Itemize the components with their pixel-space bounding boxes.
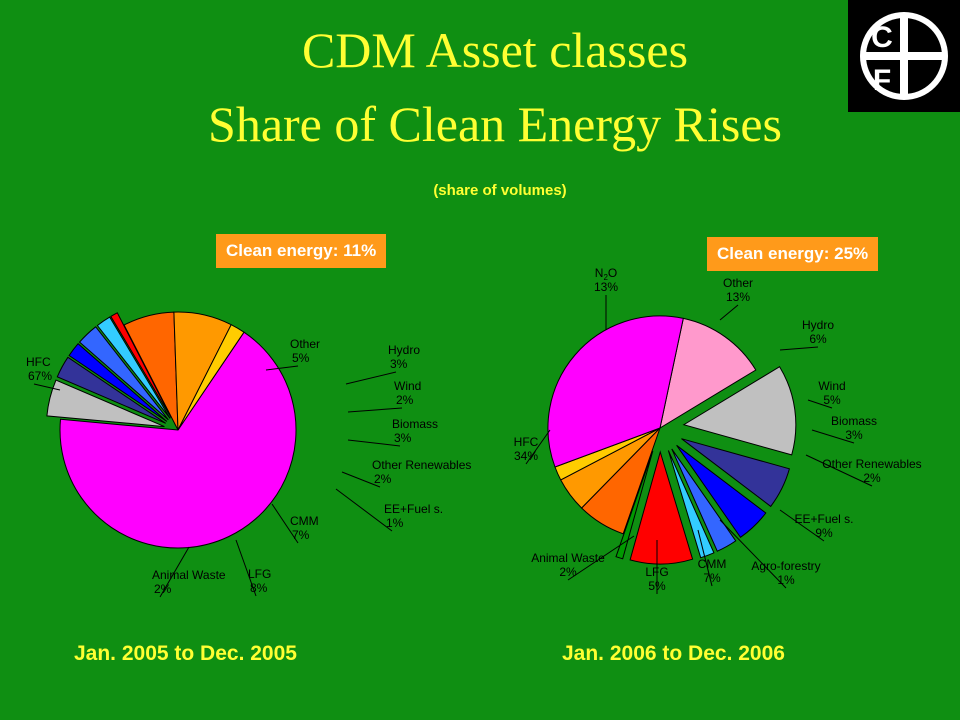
carbon-finance-logo: C F	[848, 0, 960, 112]
period-label-2005: Jan. 2005 to Dec. 2005	[74, 642, 297, 665]
slice-value-agro-forestry: 1%	[777, 573, 795, 587]
slide-title: CDM Asset classes	[301, 22, 689, 78]
leader-line-biomass	[811, 429, 855, 444]
clean-energy-badge-2005: Clean energy: 11%	[216, 234, 387, 268]
period-label-2006: Jan. 2006 to Dec. 2006	[562, 642, 785, 665]
leader-line-animal-waste	[159, 546, 190, 598]
slice-value-hydro: 3%	[390, 357, 408, 371]
pie-slice-biomass	[78, 326, 169, 421]
slide-title-line-2: Share of Clean Energy Rises	[208, 96, 782, 152]
slice-value-lfg: 8%	[250, 581, 268, 595]
slice-label-wind: Wind	[394, 379, 421, 393]
slice-value-other: 5%	[292, 351, 310, 365]
slice-value-animal-waste: 2%	[559, 565, 577, 579]
pie-slice-other-renewables	[96, 316, 171, 419]
slice-label-biomass: Biomass	[831, 414, 877, 428]
slice-label-hydro: Hydro	[388, 343, 420, 357]
pie-slice-hfc	[547, 315, 684, 468]
slice-label-hydro: Hydro	[802, 318, 834, 332]
leader-line-wind	[807, 399, 833, 409]
pie-slice-ee-fuel-s	[110, 312, 172, 419]
slice-label-hfc: HFC	[26, 355, 51, 369]
logo-letter-c: C	[871, 21, 893, 54]
pie-slice-other	[682, 366, 797, 456]
leader-line-hydro	[345, 371, 397, 385]
leader-line-hfc	[33, 383, 61, 391]
pie-slice-other-renewables	[667, 450, 715, 559]
clean-energy-badge-2006: Clean energy: 25%	[707, 237, 879, 271]
slice-label-hfc: HFC	[514, 435, 539, 449]
slice-value-hfc: 67%	[28, 369, 52, 383]
slice-label-cmm: CMM	[290, 514, 319, 528]
slice-value-n2o: 13%	[594, 280, 618, 294]
slice-label-ee-fuel-s: EE+Fuel s.	[794, 512, 853, 526]
logo-letter-f: F	[873, 64, 891, 97]
pie-slice-hydro	[681, 438, 791, 508]
leader-line-hydro	[779, 346, 819, 351]
slice-label-cmm: CMM	[698, 557, 727, 571]
leader-line-other	[719, 304, 739, 321]
leader-line-hfc	[525, 429, 551, 465]
slice-label-biomass: Biomass	[392, 417, 438, 431]
slice-label-agro-forestry: Agro-forestry	[751, 559, 820, 573]
leader-line-wind	[347, 407, 403, 413]
slice-value-other-renewables: 2%	[374, 472, 392, 486]
leader-line-cmm	[697, 529, 713, 587]
slice-value-lfg: 5%	[648, 579, 666, 593]
slice-label-lfg: LFG	[645, 565, 668, 579]
pie-slice-other	[46, 379, 165, 428]
slice-value-biomass: 3%	[394, 431, 412, 445]
leader-line-animal-waste	[567, 535, 635, 581]
slice-label-ee-fuel-s: EE+Fuel s.	[384, 502, 443, 516]
slice-value-cmm: 7%	[703, 571, 721, 585]
slice-label-other-renewables: Other Renewables	[372, 458, 471, 472]
slice-value-animal-waste: 2%	[154, 582, 172, 596]
leader-line-agro-forestry	[719, 519, 787, 589]
pie-slice-ee-fuel-s	[629, 450, 694, 565]
slice-label-other-renewables: Other Renewables	[822, 457, 921, 471]
pie-slice-n2o	[659, 317, 757, 430]
slice-value-cmm: 7%	[292, 528, 310, 542]
globe-icon: C F	[860, 12, 948, 100]
leader-line-ee-fuel-s	[335, 488, 393, 532]
leader-line-ee-fuel-s	[779, 509, 825, 542]
pie-slice-wind	[676, 444, 767, 538]
slice-value-other: 13%	[726, 290, 750, 304]
slice-value-wind: 2%	[396, 393, 414, 407]
slice-label-lfg: LFG	[248, 567, 271, 581]
slice-value-hfc: 34%	[514, 449, 538, 463]
pie-slice-hydro	[56, 356, 166, 424]
slice-label-animal-waste: Animal Waste	[531, 551, 605, 565]
leader-line-lfg	[235, 539, 257, 597]
subtitle: (share of volumes)	[433, 182, 567, 199]
leader-line-other-renewables	[805, 454, 873, 487]
pie-slice-hfc	[59, 331, 297, 549]
leader-line-biomass	[347, 439, 401, 447]
slice-label-other: Other	[723, 276, 753, 290]
slice-label-animal-waste: Animal Waste	[152, 568, 226, 582]
pie-slice-animal-waste	[177, 324, 245, 431]
slice-value-ee-fuel-s: 1%	[386, 516, 404, 530]
leader-line-other-renewables	[341, 471, 381, 488]
leader-line-other	[265, 365, 299, 371]
slice-label-n2o: N2O	[595, 266, 617, 282]
slice-value-other-renewables: 2%	[863, 471, 881, 485]
pie-slice-biomass	[671, 448, 737, 552]
leader-line-cmm	[271, 503, 299, 544]
slice-value-hydro: 6%	[809, 332, 827, 346]
slice-label-wind: Wind	[818, 379, 845, 393]
slice-value-biomass: 3%	[845, 428, 863, 442]
pie-slice-agro-forestry	[615, 450, 654, 560]
slice-value-ee-fuel-s: 9%	[815, 526, 833, 540]
pie-slice-wind	[68, 342, 168, 422]
pie-chart-2005: HFC67%Other5%Hydro3%Wind2%Biomass3%Other…	[26, 311, 471, 598]
slice-value-wind: 5%	[823, 393, 841, 407]
slice-label-other: Other	[290, 337, 320, 351]
